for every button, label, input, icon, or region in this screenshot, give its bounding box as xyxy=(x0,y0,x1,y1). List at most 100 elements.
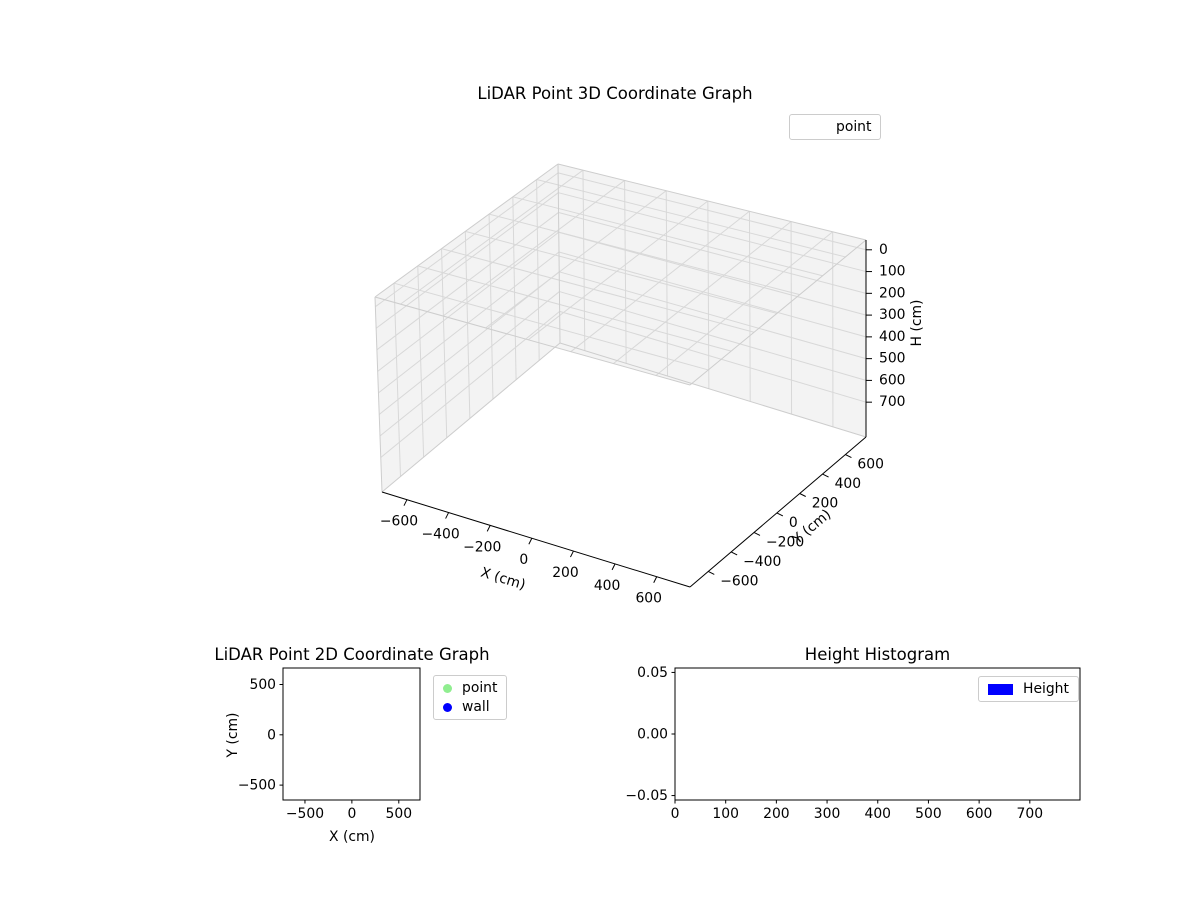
gridline-y xyxy=(465,230,777,314)
pane-edge xyxy=(559,342,867,438)
gridline-z xyxy=(377,231,560,372)
y-tick-label: 400 xyxy=(835,476,862,492)
y-tick-label: −0.05 xyxy=(625,788,668,804)
plot2d-xlabel: X (cm) xyxy=(329,829,375,845)
y-tick-label: 0 xyxy=(789,515,798,531)
x-tick xyxy=(653,576,658,583)
x-tick-label: 300 xyxy=(814,806,841,822)
x-tick-label: 200 xyxy=(763,806,790,822)
gridline-y xyxy=(417,265,732,352)
x-tick-label: −600 xyxy=(380,514,418,530)
x-tick xyxy=(486,525,491,532)
y-tick xyxy=(776,512,784,517)
gridline-x xyxy=(485,190,667,329)
gridline-z xyxy=(559,310,867,403)
pane-edge xyxy=(689,239,867,386)
x-tick-label: 500 xyxy=(386,806,413,822)
gridline-y xyxy=(512,196,823,277)
y-tick xyxy=(822,473,829,478)
gridline-y xyxy=(536,179,540,361)
hist-legend: Height xyxy=(978,676,1079,702)
wall-marker-icon xyxy=(443,702,452,712)
gridline-z xyxy=(558,192,867,273)
z-tick-label: 300 xyxy=(879,307,906,323)
z-tick-label: 500 xyxy=(879,351,906,367)
z-tick-label: 0 xyxy=(879,242,888,258)
pane-edge xyxy=(374,163,559,298)
legend-item-wall: wall xyxy=(443,699,497,715)
y-tick-label: −200 xyxy=(766,534,804,550)
point-marker-icon xyxy=(443,683,452,693)
pane-edge xyxy=(557,163,867,241)
x-tick-label: 600 xyxy=(635,591,662,607)
gridline-y xyxy=(488,213,800,296)
pane-edge xyxy=(381,342,561,493)
x-tick-label: 700 xyxy=(1017,806,1044,822)
z-tick-label: 200 xyxy=(879,285,906,301)
gridline-x xyxy=(582,170,586,351)
y-tick xyxy=(730,551,738,556)
y-tick xyxy=(708,570,715,575)
hist-title: Height Histogram xyxy=(804,645,951,664)
legend-label: point xyxy=(462,680,498,696)
x-tick-label: 600 xyxy=(966,806,993,822)
y-tick-label: −600 xyxy=(720,573,758,589)
gridline-z xyxy=(557,172,867,251)
y-tick-label: 200 xyxy=(812,495,839,511)
x-tick-label: 500 xyxy=(915,806,942,822)
x-tick-label: 0 xyxy=(519,552,528,568)
x-axis-line xyxy=(381,491,691,588)
x-tick xyxy=(528,537,533,545)
pane-edge xyxy=(374,296,383,493)
gridline-z xyxy=(558,231,867,316)
plot2d-frame xyxy=(282,667,421,801)
gridline-y xyxy=(464,231,471,419)
gridline-y xyxy=(393,283,401,477)
gridline-z xyxy=(558,251,867,338)
y-tick-label: 0.05 xyxy=(637,665,668,681)
empty-marker-icon xyxy=(799,122,826,133)
gridline-z xyxy=(559,271,867,360)
y-tick-label: 500 xyxy=(249,677,276,693)
x-tick-label: 0 xyxy=(671,806,680,822)
gridline-z xyxy=(559,291,867,381)
gridline-y xyxy=(536,179,846,258)
x-tick xyxy=(403,499,408,506)
plot2d-ylabel: Y (cm) xyxy=(225,712,241,758)
gridline-x xyxy=(624,180,627,364)
gridline-z xyxy=(558,211,867,294)
y-tick-label: 0 xyxy=(267,727,276,743)
legend-label: Height xyxy=(1023,681,1069,697)
z-tick-label: 100 xyxy=(879,264,906,280)
gridline-y xyxy=(488,214,494,400)
gridline-z xyxy=(378,271,560,415)
plot3d-zlabel: H (cm) xyxy=(909,299,925,347)
x-tick xyxy=(611,563,616,571)
gridline-x xyxy=(707,200,710,389)
legend-item-height: Height xyxy=(988,681,1069,697)
gridline-x xyxy=(665,190,669,377)
gridline-x xyxy=(400,169,584,305)
gridline-z xyxy=(379,291,560,437)
gridline-z xyxy=(375,172,559,308)
gridline-x xyxy=(442,180,625,317)
x-tick-label: 200 xyxy=(552,565,579,581)
y-tick xyxy=(753,532,761,536)
gridline-x xyxy=(527,200,709,341)
x-tick-label: −200 xyxy=(463,539,501,555)
height-swatch-icon xyxy=(988,683,1013,695)
pane-edge xyxy=(374,296,691,386)
x-tick-label: 400 xyxy=(594,578,621,594)
legend-label: point xyxy=(836,119,872,135)
x-tick-label: 100 xyxy=(712,806,739,822)
gridline-y xyxy=(441,248,448,438)
y-tick-label: 0.00 xyxy=(637,727,668,743)
legend-item-point: point xyxy=(443,680,497,696)
x-tick xyxy=(570,550,574,558)
gridline-y xyxy=(512,196,517,380)
z-tick-label: 700 xyxy=(879,394,906,410)
gridline-z xyxy=(380,310,560,458)
plot2d-legend: point wall xyxy=(433,675,508,720)
